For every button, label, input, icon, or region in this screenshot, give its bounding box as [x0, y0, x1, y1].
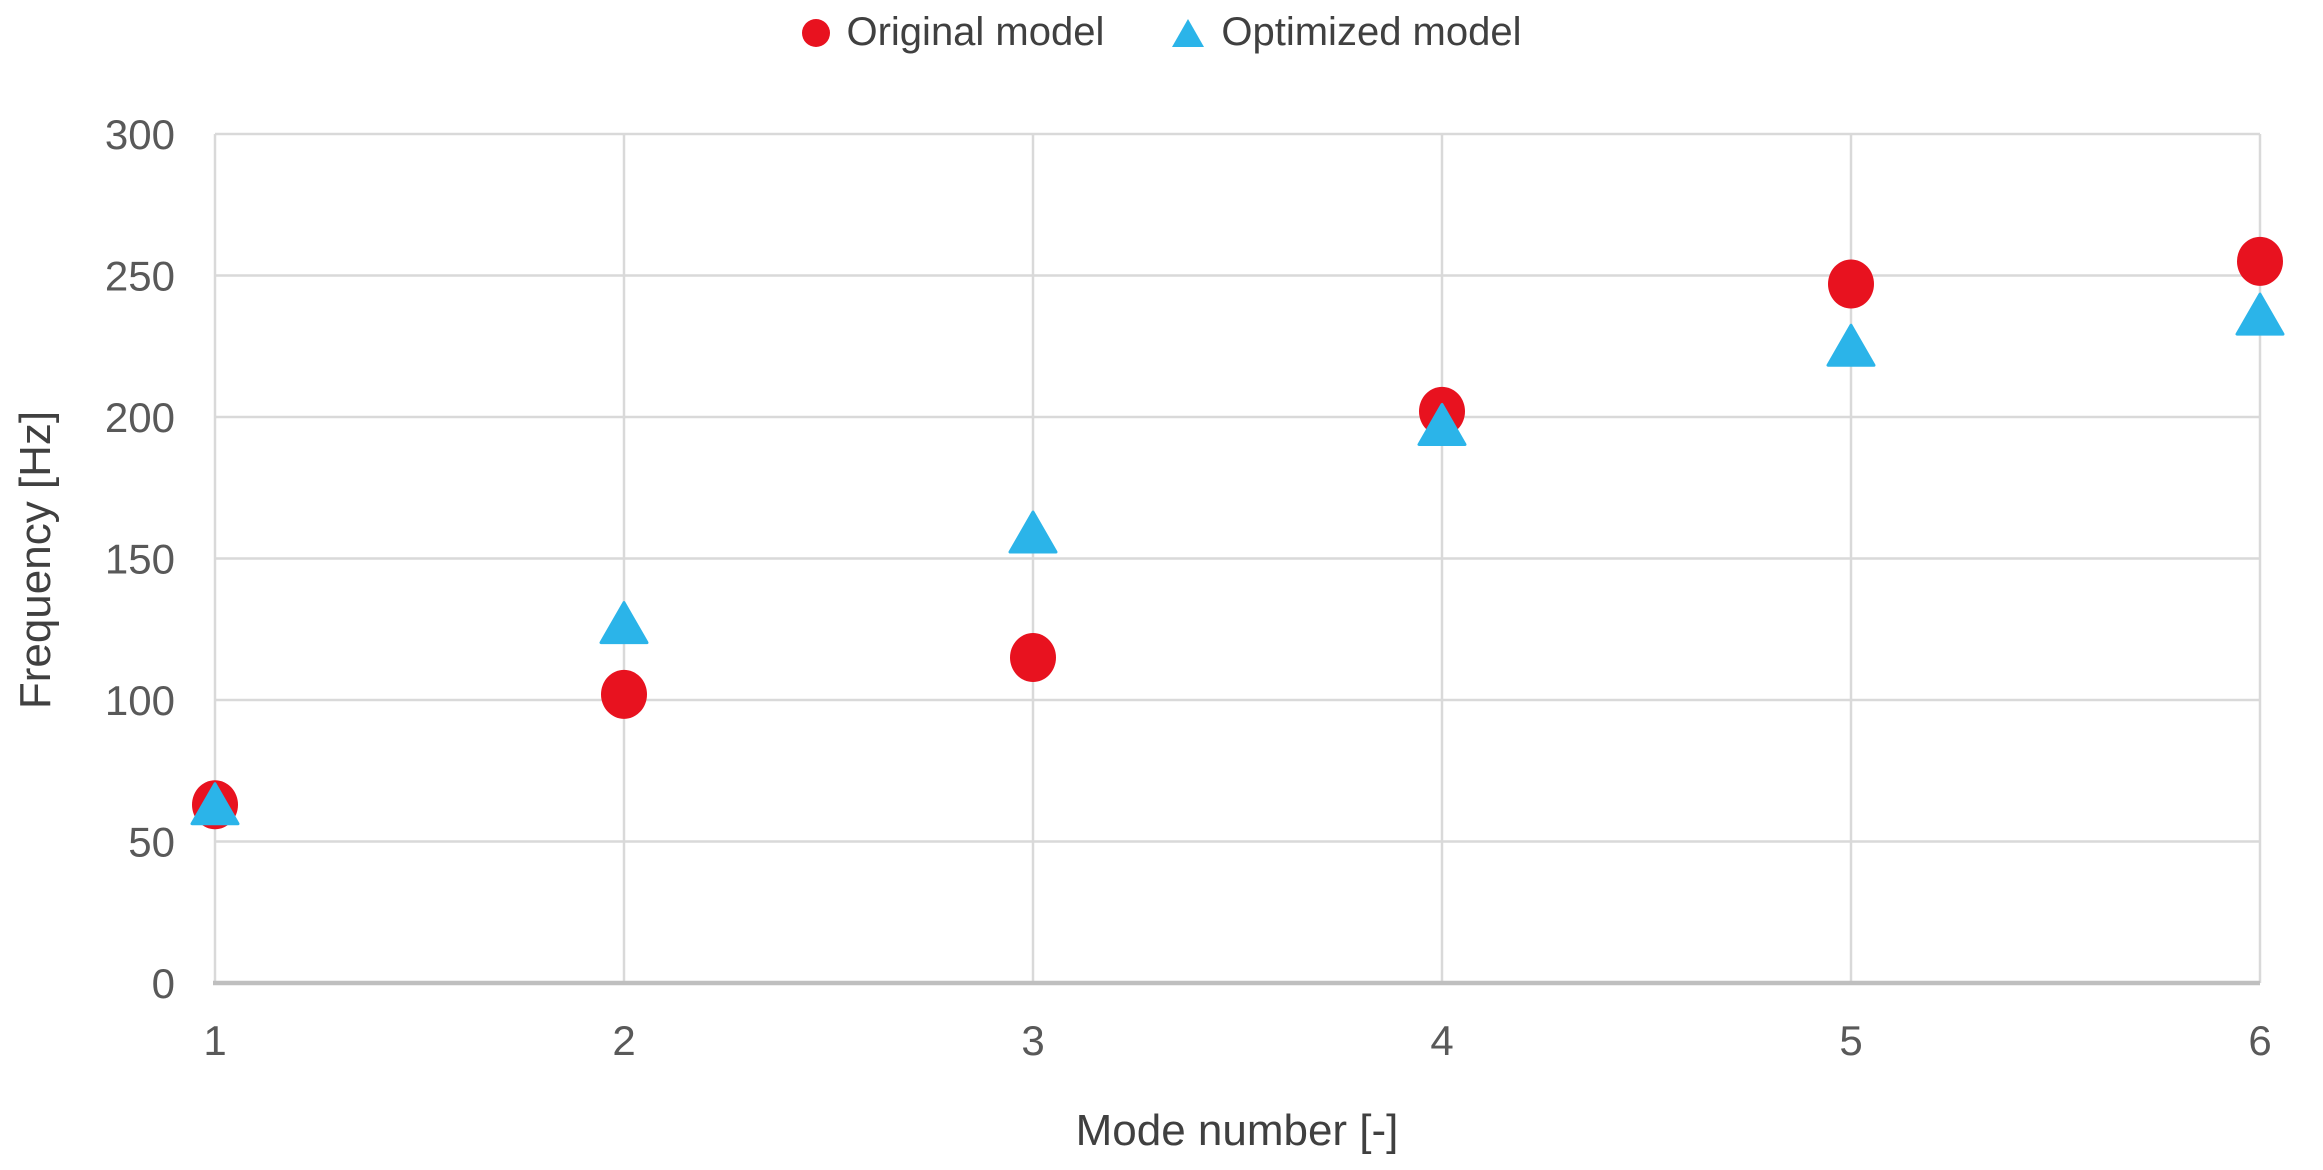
x-axis-tick-label: 2 [612, 1017, 635, 1064]
chart-legend: Original model Optimized model [0, 10, 2323, 55]
data-point-original-model [601, 669, 647, 719]
legend-triangle-marker-icon [1172, 18, 1205, 47]
data-point-optimized-model [1417, 402, 1467, 446]
y-axis-tick-label: 250 [105, 253, 175, 300]
y-axis-tick-label: 150 [105, 536, 175, 583]
data-point-optimized-model [2235, 292, 2285, 336]
legend-label-original-model: Original model [846, 10, 1105, 54]
legend-label-optimized-model: Optimized model [1221, 10, 1522, 54]
y-axis-tick-label: 200 [105, 394, 175, 441]
data-point-original-model [1010, 633, 1056, 683]
legend-item-original-model: Original model [801, 10, 1104, 55]
data-point-original-model [1828, 259, 1874, 309]
data-point-original-model [2237, 236, 2283, 286]
legend-circle-marker-icon [802, 18, 831, 47]
y-axis-tick-label: 300 [105, 111, 175, 158]
x-axis-tick-label: 3 [1021, 1017, 1044, 1064]
data-point-optimized-model [599, 601, 649, 645]
x-axis-tick-label: 5 [1839, 1017, 1862, 1064]
y-axis-tick-label: 100 [105, 677, 175, 724]
y-axis-tick-label: 50 [128, 819, 175, 866]
x-axis-tick-label: 1 [203, 1017, 226, 1064]
x-axis-tick-label: 6 [2248, 1017, 2271, 1064]
y-axis-tick-label: 0 [152, 960, 175, 1007]
legend-item-optimized-model: Optimized model [1170, 10, 1522, 55]
y-axis-title: Frequency [Hz] [11, 410, 60, 710]
data-point-optimized-model [1008, 510, 1058, 554]
data-point-optimized-model [190, 782, 240, 826]
x-axis-title: Mode number [-] [1075, 1106, 1399, 1155]
data-point-optimized-model [1826, 323, 1876, 367]
x-axis-tick-label: 4 [1430, 1017, 1453, 1064]
